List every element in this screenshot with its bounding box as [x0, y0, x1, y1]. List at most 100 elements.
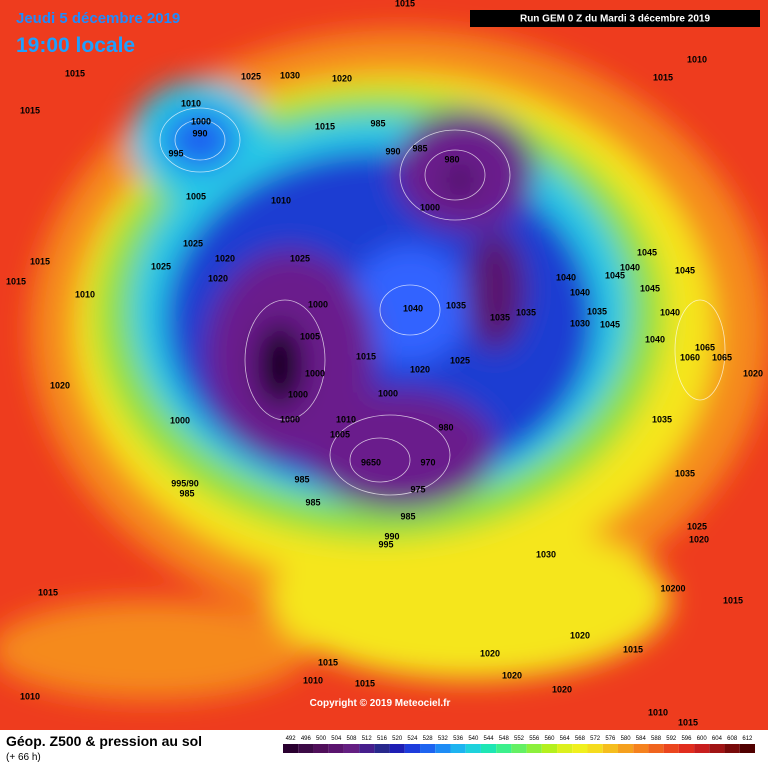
isobar-label: 1025 [151, 261, 171, 271]
isobar-label: 9650 [361, 457, 381, 467]
isobar-label: 1015 [315, 121, 335, 131]
isobar-label: 985 [305, 497, 320, 507]
isobar-label: 995/90 [171, 478, 199, 488]
legend-swatch [389, 744, 405, 753]
isobar-label: 1020 [570, 630, 590, 640]
isobar-label: 1045 [675, 265, 695, 275]
isobar-label: 985 [412, 143, 427, 153]
isobar-label: 1010 [20, 691, 40, 701]
isobar-label: 1015 [395, 0, 415, 8]
isobar-label: 1030 [536, 549, 556, 559]
legend-label: 496 [301, 736, 312, 742]
legend-label: 600 [697, 736, 708, 742]
isobar-label: 1010 [75, 289, 95, 299]
isobar-label: 1045 [605, 270, 625, 280]
run-box [470, 10, 760, 27]
legend-swatch [739, 744, 755, 753]
isobar-label: 995 [378, 539, 393, 549]
legend-swatch [724, 744, 740, 753]
legend-label: 532 [438, 736, 449, 742]
isobar-label: 1065 [712, 352, 732, 362]
legend-label: 544 [484, 736, 495, 742]
legend-swatch [709, 744, 725, 753]
isobar-label: 1020 [502, 670, 522, 680]
legend-label: 604 [712, 736, 723, 742]
legend-label: 504 [331, 736, 342, 742]
legend-swatch [283, 744, 299, 753]
isobar-label: 1000 [308, 299, 328, 309]
isobar-label: 1025 [183, 238, 203, 248]
isobar-label: 1005 [330, 429, 350, 439]
isobar-label: 1020 [743, 368, 763, 378]
isobar-label: 1015 [38, 587, 58, 597]
isobar-label: 1035 [490, 312, 510, 322]
isobar-label: 990 [192, 128, 207, 138]
isobar-label: 1040 [556, 272, 576, 282]
isobar-label: 1010 [303, 675, 323, 685]
isobar-label: 1015 [653, 72, 673, 82]
isobar-label: 1015 [20, 105, 40, 115]
legend-label: 592 [666, 736, 677, 742]
legend: 492 496 500 504 508 512 516 520 524 528 532 536 540 5… [283, 736, 755, 753]
footer-lead: (+ 66 h) [6, 752, 41, 763]
legend-label: 588 [651, 736, 662, 742]
isobar-label: 1025 [687, 521, 707, 531]
isobar-label: 1040 [570, 287, 590, 297]
isobar-label: 1015 [318, 657, 338, 667]
isobar-label: 990 [385, 146, 400, 156]
legend-label: 572 [590, 736, 601, 742]
legend-swatch [343, 744, 360, 753]
legend-swatch [602, 744, 618, 753]
legend-swatch [572, 744, 588, 753]
legend-label: 564 [560, 736, 571, 742]
legend-label: 540 [468, 736, 479, 742]
legend-label: 548 [499, 736, 510, 742]
isobar-label: 1000 [288, 389, 308, 399]
footer-title: Géop. Z500 & pression au sol [6, 733, 202, 749]
isobar-label: 1040 [660, 307, 680, 317]
isobar-label: 1000 [420, 202, 440, 212]
isobar-label: 1020 [689, 534, 709, 544]
isobar-label: 1015 [678, 717, 698, 727]
legend-swatch [633, 744, 649, 753]
isobar-label: 985 [179, 488, 194, 498]
isobar-label: 1035 [446, 300, 466, 310]
isobar-label: 1020 [332, 73, 352, 83]
isobar-label: 1020 [480, 648, 500, 658]
legend-swatch [541, 744, 558, 753]
legend-swatch [420, 744, 436, 753]
legend-swatch [496, 744, 512, 753]
legend-swatch [374, 744, 390, 753]
isobar-label: 980 [438, 422, 453, 432]
isobar-label: 1030 [280, 70, 300, 80]
legend-label: 524 [407, 736, 418, 742]
legend-label: 568 [575, 736, 586, 742]
isobar-label: 1015 [723, 595, 743, 605]
legend-swatch [663, 744, 679, 753]
legend-label: 608 [727, 736, 738, 742]
isobar-label: 985 [400, 511, 415, 521]
isobar-label: 1000 [305, 368, 325, 378]
legend-label: 536 [453, 736, 464, 742]
isobar-label: 1015 [355, 678, 375, 688]
legend-swatch [678, 744, 695, 753]
legend-label: 520 [392, 736, 403, 742]
isobar-label: 1010 [271, 195, 291, 205]
legend-label: 500 [316, 736, 327, 742]
isobar-label: 1025 [450, 355, 470, 365]
isobar-label: 985 [370, 118, 385, 128]
legend-swatch [328, 744, 344, 753]
isobar-label: 1010 [687, 54, 707, 64]
isobar-label: 1015 [6, 276, 26, 286]
legend-swatch [526, 744, 542, 753]
isobar-label: 1020 [50, 380, 70, 390]
isobar-label: 1000 [170, 415, 190, 425]
legend-swatch [450, 744, 466, 753]
isobar-label: 1025 [241, 71, 261, 81]
legend-label: 492 [286, 736, 297, 742]
legend-swatch [359, 744, 375, 753]
isobar-label: 1020 [552, 684, 572, 694]
copyright: Copyright © 2019 Meteociel.fr [310, 698, 451, 709]
legend-label: 584 [636, 736, 647, 742]
